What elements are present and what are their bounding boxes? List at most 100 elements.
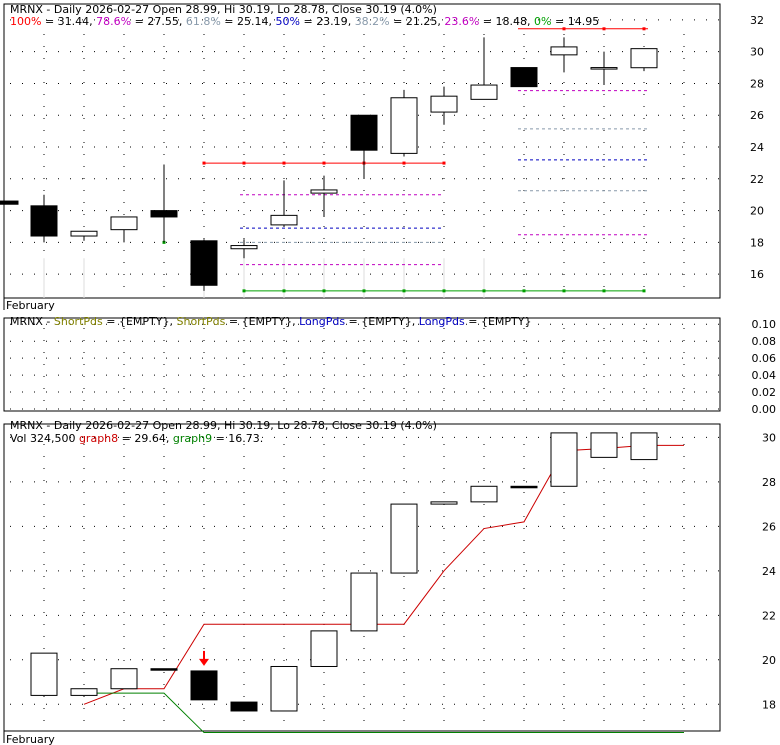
- fib-0-marker: [362, 289, 366, 293]
- short-pds-1-label: ShortPds: [54, 315, 103, 328]
- red-level-marker: [282, 161, 286, 165]
- fib-0-marker: [242, 289, 246, 293]
- graph9-line: [84, 692, 684, 734]
- price-candle: [110, 216, 138, 243]
- fib-0-marker: [642, 289, 646, 293]
- fib-0-marker: [522, 289, 526, 293]
- volume-candle-body: [510, 485, 538, 489]
- candle-body: [230, 245, 258, 250]
- fib-legend-50-value: 23.19: [316, 15, 348, 28]
- periods-ticker: MRNX: [10, 315, 43, 328]
- graph9-label: graph9: [173, 432, 212, 445]
- price-candle: [70, 230, 98, 241]
- volume-tick-label: 20: [762, 654, 776, 667]
- volume-candle-body: [550, 432, 578, 487]
- graph8-line: [83, 444, 684, 705]
- volume-tick-label: 18: [762, 698, 776, 711]
- red-level-marker: [242, 161, 246, 165]
- graph8-label: graph8: [79, 432, 118, 445]
- candle-body: [550, 46, 578, 56]
- price-tick-label: 28: [750, 77, 764, 90]
- fib-legend: 100% = 31.44, 78.6% = 27.55, 61.8% = 25.…: [10, 15, 599, 28]
- fib-100-marker: [602, 27, 606, 31]
- volume-value: Vol 324,500: [10, 432, 75, 445]
- panel-volume: 18 20 22 24 26 28 30 MRNX - Daily 2026-02-27 O…: [3, 419, 776, 745]
- fib-legend-100-label: 100%: [10, 15, 41, 28]
- candle-body: [190, 240, 218, 286]
- volume-candle-body: [350, 572, 378, 632]
- volume-candle-body: [110, 668, 138, 690]
- long-pds-1-label: LongPds: [299, 315, 345, 328]
- long-pds-2-label: LongPds: [419, 315, 465, 328]
- candle-body: [30, 205, 58, 237]
- fib-100-marker: [642, 27, 646, 31]
- candle-body: [310, 189, 338, 194]
- price-header: MRNX - Daily 2026-02-27 Open 28.99, Hi 3…: [10, 3, 437, 16]
- candle-body: [470, 84, 498, 100]
- volume-candle-body: [190, 670, 218, 701]
- volume-candle-body: [590, 432, 618, 458]
- volume-candle-body: [390, 503, 418, 574]
- price-candle: [390, 89, 418, 157]
- panel-periods: 0.00 0.02 0.04 0.06 0.08 0.10 MRNX - ShortPds…: [3, 315, 777, 416]
- fib-0-marker: [442, 289, 446, 293]
- candle-body: [430, 95, 458, 113]
- periods-y-axis: 0.00 0.02 0.04 0.06 0.08 0.10: [752, 318, 777, 416]
- price-tick-label: 22: [750, 173, 764, 186]
- red-level-marker: [202, 161, 206, 165]
- red-level-marker: [442, 161, 446, 165]
- price-tick-label: 16: [750, 268, 764, 281]
- graph9-value: 16.73: [228, 432, 260, 445]
- volume-candle-body: [310, 630, 338, 667]
- candle-body: [350, 114, 378, 151]
- price-candle: [230, 239, 258, 259]
- volume-candle-body: [270, 665, 298, 712]
- red-level-marker: [402, 161, 406, 165]
- fib-legend-618-value: 25.14: [237, 15, 269, 28]
- price-candle: [510, 67, 538, 88]
- price-y-axis: 16 18 20 22 24 26 28 30 32: [750, 14, 764, 281]
- price-tick-label: 24: [750, 141, 764, 154]
- price-candle: [270, 180, 298, 227]
- volume-tick-label: 26: [762, 520, 776, 533]
- candle-body: [70, 230, 98, 237]
- volume-candle-body: [470, 485, 498, 503]
- fib-legend-0-value: 14.95: [568, 15, 600, 28]
- candle-body: [150, 210, 178, 218]
- fib-legend-236-value: 18.48: [496, 15, 528, 28]
- graph8-value: 29.64: [134, 432, 166, 445]
- price-candle: [310, 175, 338, 217]
- volume-candles: [30, 432, 658, 712]
- price-tick-label: 18: [750, 236, 764, 249]
- periods-tick-label: 0.08: [752, 335, 777, 348]
- periods-tick-label: 0.06: [752, 352, 777, 365]
- volume-candle-body: [70, 688, 98, 696]
- fib-legend-382-value: 21.25: [406, 15, 438, 28]
- long-pds-2-value: {EMPTY}: [481, 315, 532, 328]
- volume-candle-body: [430, 501, 458, 505]
- volume-tick-label: 28: [762, 476, 776, 489]
- volume-candle-body: [230, 701, 258, 712]
- price-tick-label: 26: [750, 109, 764, 122]
- price-candle: [30, 194, 58, 243]
- short-pds-2-label: ShortPds: [176, 315, 225, 328]
- price-candle: [0, 200, 19, 205]
- price-candle: [350, 114, 378, 179]
- price-tick-label: 20: [750, 205, 764, 218]
- periods-tick-label: 0.00: [752, 403, 777, 416]
- graph-lines: [83, 444, 684, 734]
- candle-body: [590, 67, 618, 70]
- price-candle: [630, 48, 658, 72]
- fib-0-marker: [602, 289, 606, 293]
- volume-tick-label: 22: [762, 609, 776, 622]
- fib-0-marker: [562, 289, 566, 293]
- price-candle: [430, 86, 458, 125]
- volume-candle-body: [150, 668, 178, 671]
- candle-body: [510, 67, 538, 88]
- volume-candle-body: [30, 652, 58, 696]
- price-candle: [590, 51, 618, 86]
- panel-periods-frame: [3, 317, 721, 412]
- candle-body: [390, 97, 418, 154]
- candle-body: [270, 214, 298, 226]
- fib-legend-786-label: 78.6%: [96, 15, 131, 28]
